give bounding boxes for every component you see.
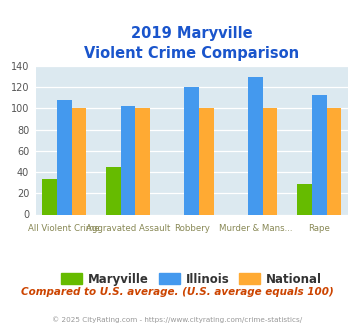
Bar bbox=[248, 77, 263, 215]
Bar bbox=[42, 180, 57, 214]
Text: © 2025 CityRating.com - https://www.cityrating.com/crime-statistics/: © 2025 CityRating.com - https://www.city… bbox=[53, 316, 302, 323]
Bar bbox=[121, 106, 135, 214]
Bar bbox=[199, 109, 214, 214]
Title: 2019 Maryville
Violent Crime Comparison: 2019 Maryville Violent Crime Comparison bbox=[84, 26, 299, 61]
Bar bbox=[297, 184, 312, 215]
Bar bbox=[312, 95, 327, 214]
Bar bbox=[57, 100, 71, 214]
Bar bbox=[135, 109, 150, 214]
Text: Compared to U.S. average. (U.S. average equals 100): Compared to U.S. average. (U.S. average … bbox=[21, 287, 334, 297]
Bar bbox=[184, 87, 199, 214]
Bar bbox=[263, 109, 278, 214]
Bar bbox=[71, 109, 86, 214]
Bar bbox=[106, 167, 121, 214]
Bar bbox=[327, 109, 341, 214]
Legend: Maryville, Illinois, National: Maryville, Illinois, National bbox=[56, 268, 327, 290]
